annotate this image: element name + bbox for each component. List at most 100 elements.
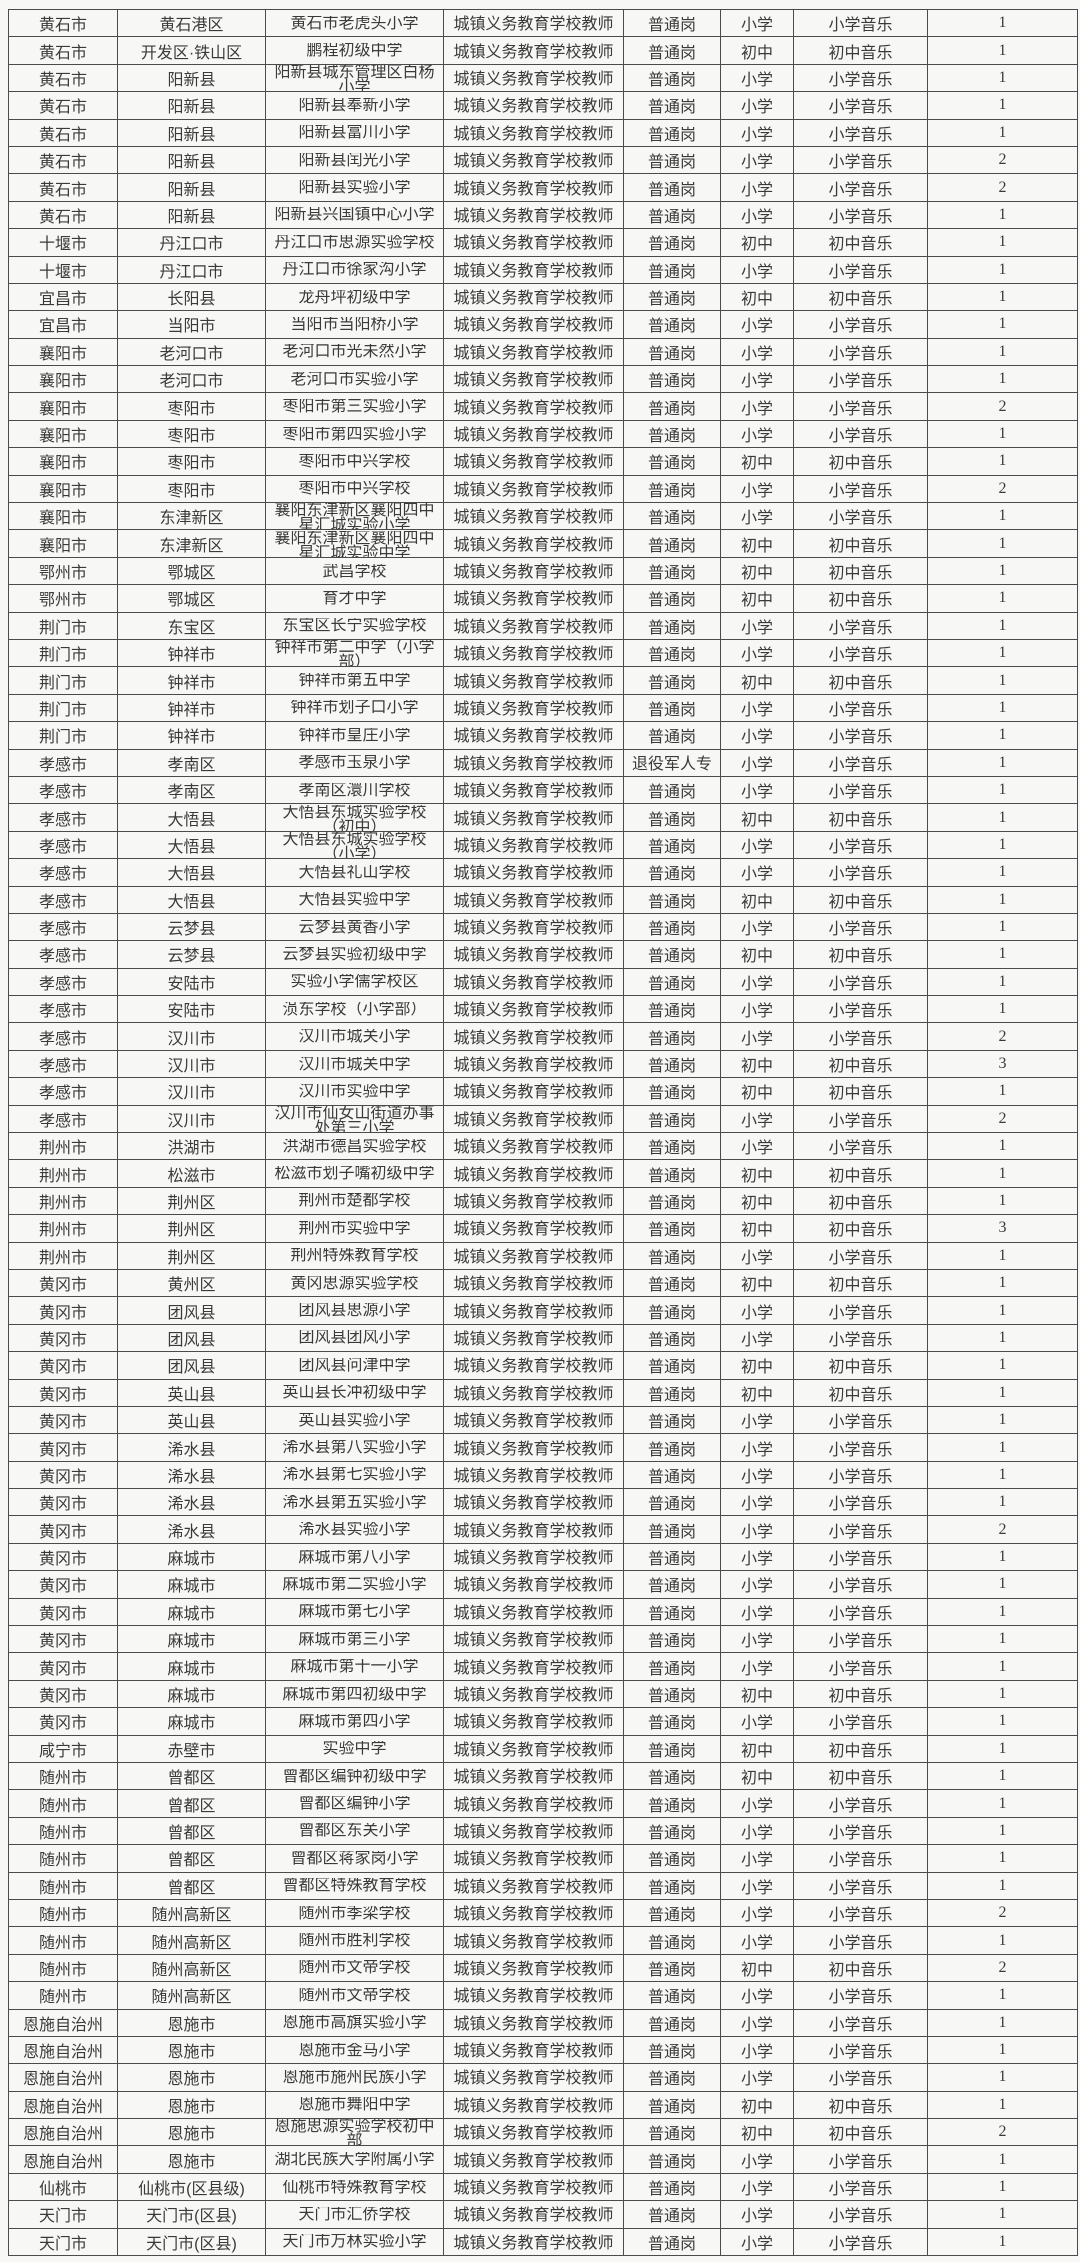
cell-text: 小学音乐 <box>828 2208 893 2226</box>
cell-text: 襄阳东津新区襄阳四中星汇城实验小学 <box>274 503 435 530</box>
cell-text: 小学音乐 <box>828 647 893 665</box>
cell-school: 天门市万林实验小学 <box>265 2227 444 2257</box>
cell-text: 城镇义务教育学校教师岗 <box>453 1687 614 1705</box>
cell-text: 钟祥市 <box>167 701 216 719</box>
cell-text: 汉川市 <box>167 1085 216 1103</box>
cell-text: 浠水县第五实验小学 <box>282 1494 427 1510</box>
cell-text: 普通岗 <box>647 1633 696 1651</box>
cell-school: 恩施思源实验学校初中部 <box>265 2118 444 2147</box>
cell-text: 1 <box>998 1712 1007 1730</box>
cell-district: 枣阳市 <box>117 419 266 449</box>
cell-text: 黄石港区 <box>159 17 224 35</box>
cell-text: 襄阳市 <box>38 345 87 363</box>
cell-subject: 初中音乐 <box>793 1378 928 1407</box>
cell-category: 城镇义务教育学校教师岗 <box>443 1570 624 1599</box>
cell-count: 1 <box>927 337 1078 367</box>
cell-text: 小学 <box>740 1907 773 1925</box>
cell-category: 城镇义务教育学校教师岗 <box>443 2172 624 2202</box>
cell-level: 初中 <box>720 666 794 695</box>
cell-text: 小学 <box>740 2153 773 2171</box>
cell-text: 汉川市 <box>167 1030 216 1048</box>
cell-text: 黄冈市 <box>38 1331 87 1349</box>
cell-text: 初中 <box>740 1742 773 1760</box>
cell-text: 小学音乐 <box>828 1468 893 1486</box>
cell-text: 小学 <box>740 400 773 418</box>
cell-school: 荆州市实验中学 <box>265 1214 444 1243</box>
cell-text: 小学音乐 <box>828 1660 893 1678</box>
cell-text: 浠水县第八实验小学 <box>282 1440 427 1455</box>
cell-text: 阳新县 <box>167 126 216 144</box>
cell-text: 普通岗 <box>647 1742 696 1760</box>
cell-level: 小学 <box>720 91 794 120</box>
cell-category: 城镇义务教育学校教师岗 <box>443 775 624 805</box>
cell-text: 枣阳市 <box>167 482 216 500</box>
cell-text: 小学音乐 <box>828 181 893 199</box>
cell-subject: 小学音乐 <box>793 638 928 668</box>
table-row: 孝感市 汉川市 汉川市城关中学 城镇义务教育学校教师岗 普通岗 初中 初中音乐 3 <box>8 1049 1078 1079</box>
cell-text: 初中 <box>740 592 773 610</box>
cell-category: 城镇义务教育学校教师岗 <box>443 2090 624 2120</box>
cell-post_type: 普通岗 <box>623 775 721 805</box>
table-row: 孝感市 汉川市 汉川市实验中学 城镇义务教育学校教师岗 普通岗 初中 初中音乐 1 <box>8 1077 1078 1106</box>
table-row: 荆门市 钟祥市 钟祥市第五中学 城镇义务教育学校教师岗 普通岗 初中 初中音乐 1 <box>8 666 1078 695</box>
cell-count: 1 <box>927 995 1078 1024</box>
cell-count: 2 <box>927 1898 1078 1928</box>
table-row: 黄冈市 麻城市 麻城市第八小学 城镇义务教育学校教师岗 普通岗 小学 小学音乐 1 <box>8 1542 1078 1572</box>
cell-text: 1 <box>998 2068 1007 2086</box>
cell-text: 城镇义务教育学校教师岗 <box>453 344 614 362</box>
cell-text: 黄冈市 <box>38 1715 87 1733</box>
cell-school: 阳新县城东管理区白杨小学 <box>265 63 444 93</box>
cell-district: 枣阳市 <box>117 392 266 421</box>
cell-city: 黄冈市 <box>8 1378 118 1407</box>
cell-district: 随州高新区 <box>117 1898 266 1928</box>
cell-text: 城镇义务教育学校教师岗 <box>453 536 614 554</box>
cell-text: 初中音乐 <box>828 893 893 911</box>
cell-level: 初中 <box>720 584 794 613</box>
cell-text: 普通岗 <box>647 1085 696 1103</box>
cell-text: 小学音乐 <box>828 1523 893 1541</box>
cell-city: 孝感市 <box>8 858 118 887</box>
cell-post_type: 普通岗 <box>623 858 721 887</box>
cell-text: 普通岗 <box>647 975 696 993</box>
cell-count: 1 <box>927 885 1078 914</box>
cell-text: 城镇义务教育学校教师岗 <box>453 1796 614 1814</box>
cell-text: 2 <box>998 178 1007 196</box>
cell-text: 恩施自治州 <box>22 2153 103 2171</box>
cell-text: 普通岗 <box>647 400 696 418</box>
cell-count: 1 <box>927 940 1078 969</box>
cell-city: 黄冈市 <box>8 1570 118 1599</box>
cell-text: 初中 <box>740 893 773 911</box>
cell-city: 黄石市 <box>8 63 118 93</box>
cell-text: 小学音乐 <box>828 2071 893 2089</box>
cell-district: 麻城市 <box>117 1570 266 1599</box>
cell-text: 城镇义务教育学校教师岗 <box>453 399 614 417</box>
cell-category: 城镇义务教育学校教师岗 <box>443 584 624 613</box>
cell-school: 实验小学儒学校区 <box>265 967 444 997</box>
cell-post_type: 普通岗 <box>623 1132 721 1161</box>
cell-text: 大悟县实验中学 <box>298 892 411 908</box>
cell-text: 小学音乐 <box>828 208 893 226</box>
cell-text: 城镇义务教育学校教师岗 <box>453 1193 614 1211</box>
cell-text: 黄冈市 <box>38 1605 87 1623</box>
cell-district: 团风县 <box>117 1351 266 1380</box>
cell-city: 十堰市 <box>8 255 118 284</box>
table-row: 孝感市 大悟县 大悟县东城实验学校（小学） 城镇义务教育学校教师岗 普通岗 小学 小学音乐 1 <box>8 830 1078 860</box>
cell-school: 育才中学 <box>265 584 444 613</box>
cell-count: 1 <box>927 1926 1078 1955</box>
cell-level: 小学 <box>720 721 794 750</box>
cell-text: 黄冈市 <box>38 1688 87 1706</box>
cell-category: 城镇义务教育学校教师岗 <box>443 1351 624 1380</box>
cell-city: 恩施自治州 <box>8 2118 118 2147</box>
cell-text: 初中音乐 <box>828 2098 893 2116</box>
cell-subject: 小学音乐 <box>793 611 928 640</box>
cell-text: 普通岗 <box>647 2153 696 2171</box>
cell-text: 小学 <box>740 838 773 856</box>
cell-text: 普通岗 <box>647 154 696 172</box>
cell-text: 城镇义务教育学校教师岗 <box>453 728 614 746</box>
table-row: 孝感市 安陆市 实验小学儒学校区 城镇义务教育学校教师岗 普通岗 小学 小学音乐 1 <box>8 967 1078 997</box>
cell-subject: 小学音乐 <box>793 310 928 339</box>
cell-city: 孝感市 <box>8 995 118 1024</box>
cell-subject: 初中音乐 <box>793 1679 928 1709</box>
cell-text: 荆门市 <box>38 647 87 665</box>
cell-text: 普通岗 <box>647 1030 696 1048</box>
